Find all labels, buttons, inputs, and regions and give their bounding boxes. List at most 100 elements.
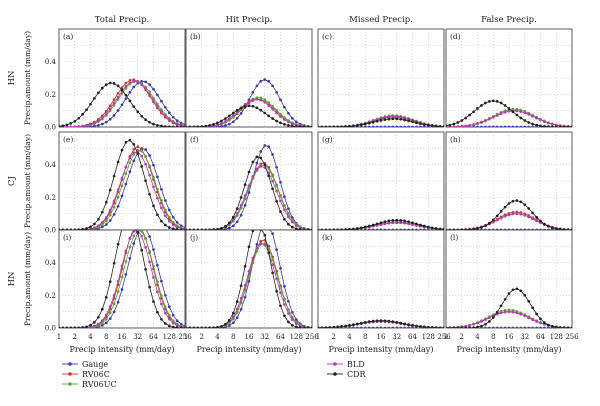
data-point [287,207,290,210]
data-point [306,326,310,328]
data-point [527,125,531,127]
data-point [348,227,351,230]
data-point [231,321,235,325]
data-point [148,92,151,96]
data-point [371,326,375,328]
data-point [468,124,471,127]
column-title: False Precip. [481,15,537,25]
data-point [120,176,124,180]
data-point [120,103,124,107]
data-point [379,125,383,127]
data-point [359,226,363,230]
data-point [239,106,243,110]
data-point [196,125,200,127]
data-point [188,326,192,328]
data-point [267,145,271,148]
data-point [352,124,355,127]
data-point [352,326,355,328]
data-point [128,78,132,82]
x-tick-label: 4 [88,333,93,341]
data-point [156,280,159,284]
data-point [212,228,215,230]
x-tick-label: 64 [149,333,158,341]
data-point [507,107,511,110]
data-point [294,125,298,127]
data-point [235,300,239,303]
data-point [287,312,290,315]
data-point [407,117,410,121]
data-point [491,326,495,328]
data-point [430,124,434,127]
data-point [562,228,566,230]
data-point [422,123,426,126]
data-point [507,109,511,113]
data-point [468,324,471,327]
data-point [487,117,491,121]
data-point [411,125,414,127]
data-point [163,125,167,127]
x-tick-label: 2 [200,333,204,341]
data-point [468,228,471,230]
data-point [89,102,92,106]
data-point [163,114,167,118]
y-tick-label: 0.2 [45,292,56,300]
data-point [523,213,527,217]
data-point [231,315,235,319]
y-tick-label: 0.0 [45,325,56,333]
data-point [263,78,267,81]
data-point [227,117,231,121]
data-point [263,101,267,104]
data-point [124,182,128,186]
data-point [179,322,183,326]
data-point [287,308,290,312]
data-point [279,98,282,102]
data-point [104,223,108,226]
y-axis-label-group: Precip.amount (mm/day) [23,31,32,125]
data-point [271,107,274,111]
panel: (k) [317,229,445,329]
data-point [531,211,534,215]
data-point [120,86,124,90]
data-point [487,326,491,328]
data-point [167,111,171,115]
legend-marker [68,372,72,376]
data-point [558,125,562,127]
row-label: CJ [7,175,17,186]
data-point [259,165,263,168]
data-point [97,123,100,127]
data-point [415,222,418,226]
data-point [275,271,278,275]
data-point [112,199,116,203]
data-point [271,179,274,183]
data-point [539,118,542,122]
data-point [144,268,147,271]
data-point [446,124,448,127]
data-point [294,224,298,227]
x-tick-label: 256 [437,333,451,341]
data-point [259,239,263,243]
data-point [140,230,144,233]
data-point [523,326,527,328]
data-point [267,251,271,255]
data-point [550,226,554,230]
data-point [480,104,483,107]
data-point [171,215,175,219]
data-point [399,326,403,328]
row-label-group: CJ [7,175,17,186]
data-point [108,104,112,107]
data-point [476,325,479,328]
data-point [363,122,367,126]
data-point [93,124,96,127]
data-point [294,322,298,325]
data-point [422,224,426,228]
data-point [515,212,519,216]
data-point [484,224,487,228]
data-point [132,234,136,238]
x-axis-label: Precip intensity (mm/day) [197,345,302,354]
data-point [363,125,367,127]
data-point [267,79,271,83]
x-tick-label: 64 [276,333,285,341]
y-tick-label: 0.4 [45,58,57,66]
data-point [124,140,128,144]
panel: (l) [445,229,573,329]
